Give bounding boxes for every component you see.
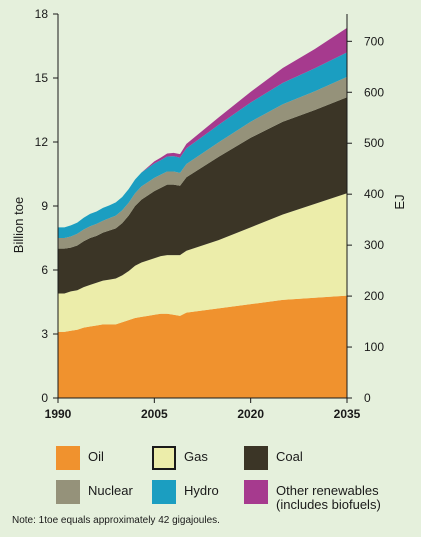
- y-tick-label-right: 600: [364, 85, 384, 99]
- legend-swatch: [56, 446, 80, 470]
- legend-label: Other renewables (includes biofuels): [276, 483, 381, 512]
- y-tick-label-right: 300: [364, 238, 384, 252]
- legend-label: Nuclear: [88, 483, 133, 498]
- legend: Oil Gas Coal Nuclear Hydro Other renewables (i…: [56, 446, 416, 512]
- area-series-3: [58, 97, 347, 294]
- axes-layer: [53, 13, 352, 403]
- y-tick-label-left: 12: [35, 135, 49, 149]
- area-series-2: [58, 193, 347, 332]
- area-series-6: [58, 27, 347, 228]
- y-tick-label-right: 400: [364, 187, 384, 201]
- area-series-4: [58, 76, 347, 249]
- legend-label: Hydro: [184, 483, 219, 498]
- legend-item: Nuclear: [56, 480, 152, 512]
- legend-item: Hydro: [152, 480, 244, 512]
- legend-item: Other renewables (includes biofuels): [244, 480, 416, 512]
- x-tick-label: 1990: [45, 407, 72, 421]
- x-tick-label: 2005: [141, 407, 168, 421]
- y-tick-label-left: 6: [41, 263, 48, 277]
- y-axis-label-left: Billion toe: [11, 197, 26, 253]
- legend-swatch: [244, 446, 268, 470]
- x-tick-label: 2035: [334, 407, 361, 421]
- area-series-5: [58, 52, 347, 239]
- y-tick-label-left: 0: [41, 391, 48, 405]
- legend-swatch: [152, 480, 176, 504]
- legend-label: Coal: [276, 449, 303, 464]
- area-layer: [58, 27, 347, 398]
- legend-item: Gas: [152, 446, 244, 470]
- y-tick-label-left: 15: [35, 71, 49, 85]
- y-tick-label-left: 18: [35, 7, 49, 21]
- legend-item: Oil: [56, 446, 152, 470]
- y-tick-label-right: 100: [364, 340, 384, 354]
- footnote: Note: 1toe equals approximately 42 gigaj…: [12, 515, 220, 526]
- legend-label: Gas: [184, 449, 208, 464]
- legend-swatch: [244, 480, 268, 504]
- y-tick-label-left: 3: [41, 327, 48, 341]
- y-tick-label-right: 500: [364, 136, 384, 150]
- legend-label: Oil: [88, 449, 104, 464]
- x-tick-label: 2020: [237, 407, 264, 421]
- area-series-1: [58, 295, 347, 398]
- y-axis-label-right: EJ: [392, 194, 407, 209]
- legend-item: Coal: [244, 446, 416, 470]
- stacked-area-chart: 0 3 6 9 12 15 18 0 100 200 300 400 500 600 700 1990 2005…: [11, 7, 407, 421]
- y-tick-label-right: 200: [364, 289, 384, 303]
- legend-swatch: [56, 480, 80, 504]
- legend-swatch: [152, 446, 176, 470]
- y-tick-label-right: 700: [364, 34, 384, 48]
- y-tick-label-right: 0: [364, 391, 371, 405]
- y-tick-label-left: 9: [41, 199, 48, 213]
- tick-label-layer: 0 3 6 9 12 15 18 0 100 200 300 400 500 600 700 1990 2005…: [35, 7, 385, 421]
